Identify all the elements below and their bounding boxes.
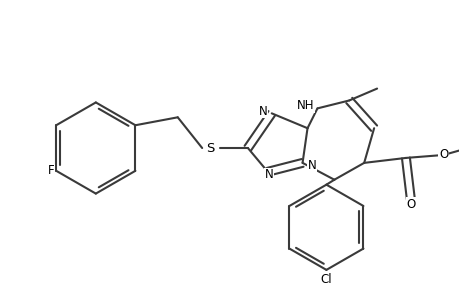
Text: F: F	[47, 164, 54, 177]
Text: O: O	[438, 148, 448, 161]
Text: N: N	[307, 159, 316, 172]
Text: N: N	[264, 168, 273, 181]
Text: N: N	[258, 105, 267, 118]
Text: Cl: Cl	[320, 273, 331, 286]
Text: NH: NH	[297, 99, 314, 112]
Text: O: O	[405, 198, 414, 211]
Text: S: S	[206, 142, 214, 154]
